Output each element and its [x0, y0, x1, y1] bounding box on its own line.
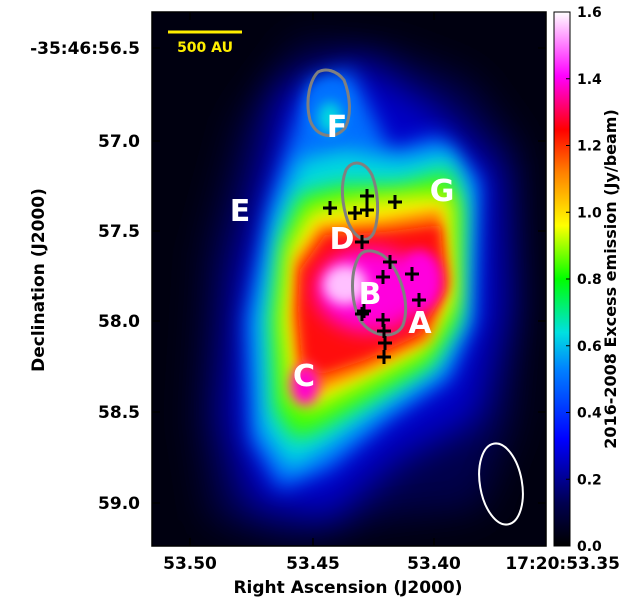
plus-marker [360, 203, 374, 217]
source-label-g: G [430, 174, 455, 209]
heatmap-image [152, 12, 546, 546]
source-labels: F G E D B A C [230, 110, 455, 394]
x-tick-label: 53.45 [286, 554, 340, 574]
colorbar-tick-label: 1.0 [577, 205, 602, 221]
scale-bar-label: 500 AU [177, 40, 233, 56]
colorbar-tick-label: 0.6 [577, 339, 602, 355]
y-tick-label: -35:46:56.5 [30, 39, 140, 59]
plus-marker [405, 267, 419, 281]
plus-marker [377, 350, 391, 364]
plot-frame [151, 11, 547, 547]
x-tick-label: 53.50 [163, 554, 217, 574]
source-label-e: E [230, 194, 251, 229]
beam-ellipse [478, 442, 524, 526]
contour-f [306, 68, 351, 137]
y-tick-label: 57.0 [98, 132, 140, 152]
x-axis: 53.50 53.45 53.40 17:20:53.35 [163, 12, 620, 574]
plus-marker [383, 255, 397, 269]
x-axis-title: Right Ascension (J2000) [233, 578, 462, 598]
colorbar-tick-label: 0.0 [577, 539, 602, 555]
colorbar-tick-label: 0.4 [577, 406, 602, 422]
plus-marker [348, 206, 362, 220]
y-axis-title: Declination (J2000) [29, 188, 49, 372]
plus-marker [388, 195, 402, 209]
plus-marker [360, 189, 374, 203]
colorbar-ticks: 0.0 0.2 0.4 0.6 0.8 1.0 1.2 1.4 1.6 [566, 5, 602, 555]
plus-marker [377, 324, 391, 338]
plus-marker [378, 336, 392, 350]
colorbar-tick-label: 1.4 [577, 72, 602, 88]
y-tick-label: 57.5 [98, 222, 140, 242]
y-tick-label: 59.0 [98, 494, 140, 514]
plus-marker [323, 201, 337, 215]
plus-marker [357, 304, 371, 318]
source-label-d: D [330, 222, 355, 257]
colorbar-tick-label: 1.6 [577, 5, 602, 21]
y-axis: -35:46:56.5 57.0 57.5 58.0 58.5 59.0 [30, 39, 546, 514]
plus-marker [355, 307, 369, 321]
source-label-c: C [293, 359, 315, 394]
colorbar-tick-label: 0.2 [577, 472, 602, 488]
source-markers [323, 189, 426, 364]
scale-bar: 500 AU [168, 30, 242, 56]
y-tick-label: 58.5 [98, 403, 140, 423]
y-tick-label: 58.0 [98, 312, 140, 332]
colorbar-tick-label: 0.8 [577, 272, 602, 288]
plus-marker [412, 293, 426, 307]
source-label-f: F [327, 110, 348, 145]
colorbar-tick-label: 1.2 [577, 139, 602, 155]
contour-d [340, 161, 380, 241]
x-tick-label: 53.40 [407, 554, 461, 574]
source-label-a: A [408, 306, 432, 341]
colorbar-title: 2016-2008 Excess emission (Jy/beam) [601, 109, 620, 449]
plus-marker [355, 235, 369, 249]
contour-b [351, 249, 408, 337]
x-tick-label: 17:20:53.35 [505, 554, 620, 574]
colorbar: 0.0 0.2 0.4 0.6 0.8 1.0 1.2 1.4 1.6 2016-2008 Ex… [553, 5, 620, 555]
plus-marker [376, 270, 390, 284]
contours [306, 68, 408, 337]
source-label-b: B [359, 277, 382, 312]
